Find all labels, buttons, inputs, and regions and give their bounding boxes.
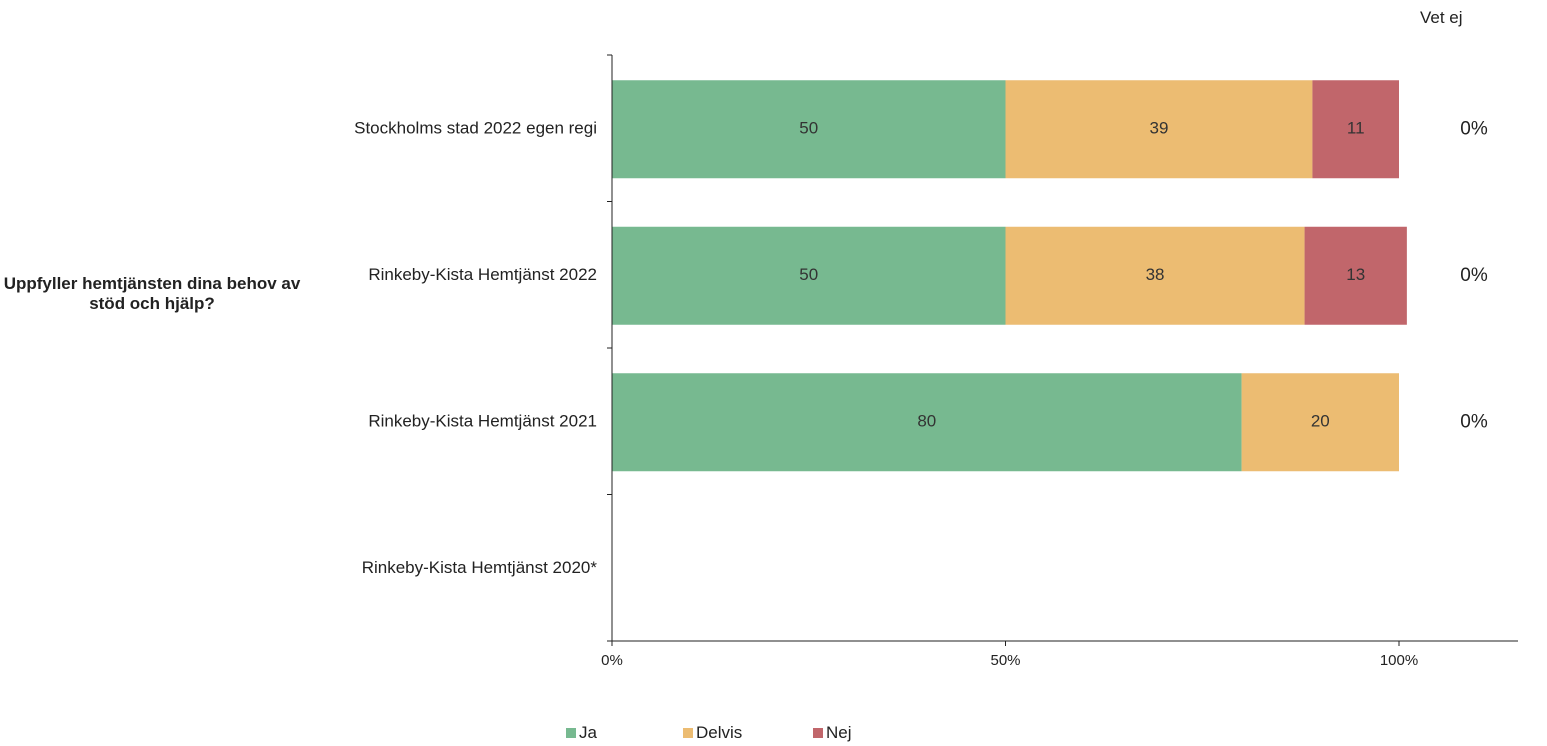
legend-label-ja: Ja xyxy=(579,723,597,742)
vet-ej-value: 0% xyxy=(1460,411,1488,432)
bar-segment-delvis xyxy=(1005,80,1313,179)
data-label-ja: 50 xyxy=(799,119,818,138)
bar-segment-delvis xyxy=(1005,226,1305,325)
data-label-ja: 50 xyxy=(799,265,818,284)
category-label: Rinkeby-Kista Hemtjänst 2020* xyxy=(362,558,598,577)
legend: Ja Delvis Nej xyxy=(566,723,852,743)
x-tick-label: 100% xyxy=(1380,652,1418,669)
legend-item-ja: Ja xyxy=(566,723,683,743)
legend-label-nej: Nej xyxy=(826,723,852,742)
data-label-delvis: 20 xyxy=(1311,412,1330,431)
category-label: Stockholms stad 2022 egen regi xyxy=(354,119,597,138)
legend-label-delvis: Delvis xyxy=(696,723,743,742)
data-label-delvis: 39 xyxy=(1150,119,1169,138)
bar-segment-ja xyxy=(612,80,1006,179)
category-label: Rinkeby-Kista Hemtjänst 2022 xyxy=(368,265,597,284)
data-label-delvis: 38 xyxy=(1146,265,1165,284)
bar-segment-ja xyxy=(612,226,1006,325)
legend-item-delvis: Delvis xyxy=(683,723,813,743)
data-label-nej: 13 xyxy=(1346,265,1365,284)
bar-segment-nej xyxy=(1304,226,1407,325)
bar-segment-delvis xyxy=(1241,373,1399,472)
category-label: Rinkeby-Kista Hemtjänst 2021 xyxy=(368,412,597,431)
vet-ej-value: 0% xyxy=(1460,118,1488,139)
vet-ej-header: Vet ej xyxy=(1420,8,1463,27)
x-tick-label: 50% xyxy=(990,652,1020,669)
question-label: Uppfyller hemtjänsten dina behov av stöd… xyxy=(3,274,301,313)
legend-swatch-nej xyxy=(813,728,823,738)
legend-swatch-ja xyxy=(566,728,576,738)
legend-item-nej: Nej xyxy=(813,723,852,743)
vet-ej-value: 0% xyxy=(1460,265,1488,286)
x-tick-label: 0% xyxy=(601,652,623,669)
bar-segment-nej xyxy=(1312,80,1399,179)
bar-segment-ja xyxy=(612,373,1242,472)
data-label-nej: 11 xyxy=(1347,119,1365,138)
data-label-ja: 80 xyxy=(917,412,936,431)
legend-swatch-delvis xyxy=(683,728,693,738)
